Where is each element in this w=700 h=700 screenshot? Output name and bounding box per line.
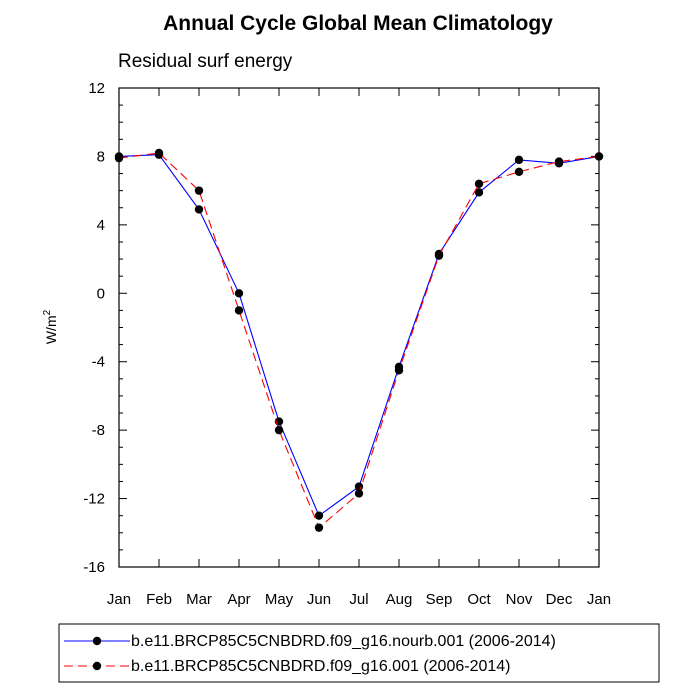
legend-label: b.e11.BRCP85C5CNBDRD.f09_g16.nourb.001 (… [131,633,556,650]
y-axis-label-text: W/m [43,315,59,344]
data-point [234,306,244,315]
y-tick-label: -16 [83,559,105,576]
series-1 [114,150,604,520]
y-tick-label: 12 [88,80,105,97]
series-2 [114,148,604,532]
x-tick-label: Aug [386,591,413,608]
series-layer [114,148,604,532]
x-tick-label: Jul [349,591,368,608]
y-tick-label: 4 [97,217,105,234]
chart-title: Annual Cycle Global Mean Climatology [163,12,553,35]
y-tick-label: -8 [92,422,105,439]
x-tick-label: Sep [426,591,453,608]
x-tick-label: Feb [146,591,172,608]
data-point [514,167,524,177]
x-tick-label: May [265,591,294,608]
data-point [394,366,404,375]
y-tick-label: -4 [92,354,105,371]
y-tick-label: 0 [97,285,105,302]
data-point [594,152,604,161]
data-point [474,188,484,197]
legend-item-2: b.e11.BRCP85C5CNBDRD.f09_g16.001 (2006-2… [64,658,510,675]
data-point [314,511,324,520]
y-axis-label-superscript: 2 [42,309,53,315]
data-point [154,148,164,158]
series-line [118,154,600,517]
chart-subtitle: Residual surf energy [118,51,293,72]
x-tick-label: Jan [587,591,611,608]
y-axis-label: W/m2 [42,309,59,344]
series-line [118,152,600,529]
y-tick-label: -12 [83,491,105,508]
x-tick-label: Apr [227,591,250,608]
data-point [514,155,524,165]
x-tick-label: Dec [546,591,573,608]
x-tick-label: Oct [467,591,491,608]
data-point [314,523,324,532]
data-point [234,289,244,298]
legend-label: b.e11.BRCP85C5CNBDRD.f09_g16.001 (2006-2… [131,658,510,675]
data-point [354,489,364,498]
y-tick-label: 8 [97,148,105,165]
x-tick-label: Nov [506,591,533,608]
legend-item-1: b.e11.BRCP85C5CNBDRD.f09_g16.nourb.001 (… [64,633,556,650]
data-point [274,425,284,435]
data-point [194,205,204,214]
legend-marker [92,636,102,646]
data-point [434,251,444,260]
data-point [554,157,564,166]
x-tick-label: Jun [307,591,331,608]
x-tick-label: Mar [186,591,212,608]
legend-box [58,623,660,683]
legend: b.e11.BRCP85C5CNBDRD.f09_g16.nourb.001 (… [58,623,660,683]
x-tick-label: Jan [107,591,131,608]
legend-marker [92,661,102,671]
data-point [474,179,484,188]
x-axis: Jan Feb Mar Apr May Jun Jul Aug Sep Oct Nov Dec Jan [107,88,611,608]
y-axis: -16 -12 -8 -4 0 4 8 12 [83,80,599,576]
data-point [114,153,124,163]
legend-items: b.e11.BRCP85C5CNBDRD.f09_g16.nourb.001 (… [64,633,556,675]
data-point [194,186,204,195]
